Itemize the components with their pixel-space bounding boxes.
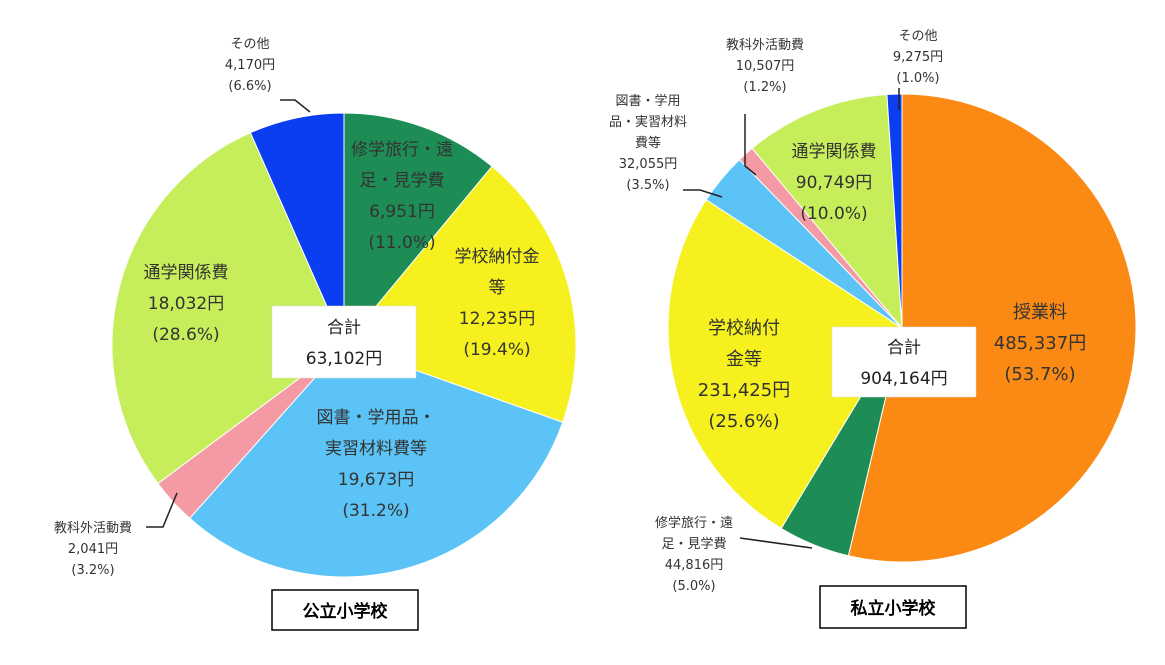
private-slice-label-0: 授業料 485,337円(53.7%) — [994, 302, 1086, 385]
public-total-box: 合計 63,102円 — [271, 305, 417, 379]
public-chart-title: 公立小学校 — [303, 601, 389, 622]
private-slice-label-3: 図書・学用品・実習材料費等 32,055円(3.5%) — [609, 93, 687, 193]
private-pie — [667, 93, 1137, 563]
public-slice-4 — [111, 132, 345, 485]
private-slice-label-5: 通学関係費 90,749円(10.0%) — [792, 142, 877, 224]
public-slice-label-4: 通学関係費 18,032円(28.6%) — [144, 263, 229, 345]
public-slice-5 — [249, 112, 345, 346]
public-total-label: 合計 — [327, 318, 361, 338]
public-total-value: 63,102円 — [306, 349, 382, 369]
private-title-box: 私立小学校 — [819, 585, 967, 629]
private-slice-label-1: 修学旅行・遠足・見学費 44,816円(5.0%) — [655, 515, 733, 594]
public-slice-label-0: 修学旅行・遠足・見学費 6,951円(11.0%) — [351, 140, 453, 253]
private-total-value: 904,164円 — [860, 369, 947, 389]
private-leader-line-4 — [744, 114, 757, 176]
private-slice-5 — [751, 93, 903, 330]
slice-labels: 修学旅行・遠足・見学費 6,951円(11.0%)学校納付金等 12,235円(19… — [54, 29, 1086, 594]
private-leader-line-3 — [683, 189, 723, 198]
private-slice-label-4: 教科外活動費 10,507円(1.2%) — [726, 37, 804, 95]
public-slice-2 — [188, 344, 564, 578]
private-slice-0 — [847, 93, 1137, 563]
public-slice-label-2: 図書・学用品・実習材料費等 19,673円(31.2%) — [317, 408, 436, 521]
private-slice-2 — [667, 199, 903, 530]
private-slice-label-2: 学校納付金等 231,425円(25.6%) — [698, 318, 790, 432]
public-leader-line-3 — [146, 492, 178, 528]
private-total-label: 合計 — [887, 338, 921, 358]
private-chart-title: 私立小学校 — [851, 598, 937, 619]
public-slice-label-1: 学校納付金等 12,235円(19.4%) — [455, 247, 540, 360]
public-slice-label-5: その他 4,170円(6.6%) — [225, 37, 275, 94]
public-leader-line-5 — [280, 99, 311, 113]
public-title-box: 公立小学校 — [271, 589, 419, 631]
private-slice-label-6: その他 9,275円(1.0%) — [893, 29, 943, 86]
public-slice-0 — [343, 112, 493, 347]
private-slice-6 — [886, 93, 903, 329]
private-total-box: 合計 904,164円 — [831, 326, 977, 398]
public-slice-label-3: 教科外活動費 2,041円(3.2%) — [54, 520, 132, 578]
private-leader-line-1 — [739, 537, 813, 549]
